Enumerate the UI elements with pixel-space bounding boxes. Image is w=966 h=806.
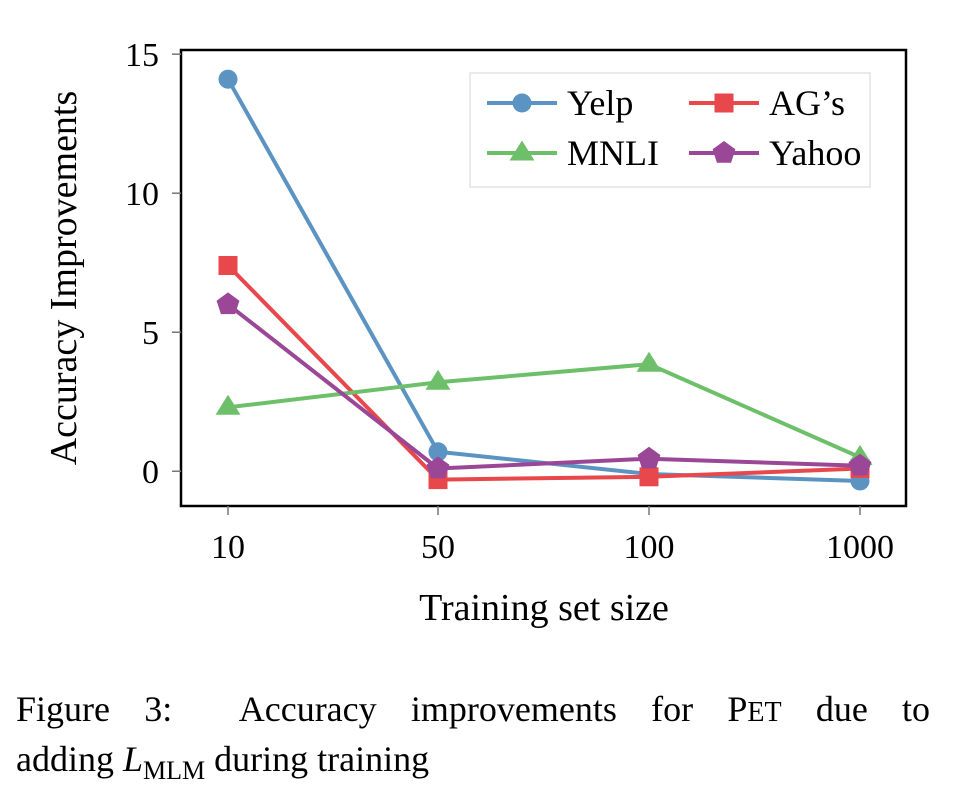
data-point-yelp xyxy=(428,442,448,462)
series-line-yahoo xyxy=(226,302,861,471)
data-point-ag-s xyxy=(639,467,659,487)
data-point-mnli xyxy=(215,394,241,415)
y-axis: 0 5 10 15 xyxy=(125,37,181,491)
legend-marker-square-icon xyxy=(714,93,734,113)
series-mnli xyxy=(215,351,873,465)
data-point-yahoo xyxy=(216,292,240,315)
legend-label: Yelp xyxy=(567,83,633,123)
x-axis: 10 50 100 1000 xyxy=(211,506,894,566)
data-point-yelp xyxy=(218,69,238,89)
data-point-yahoo xyxy=(848,453,872,476)
caption-pet: PET xyxy=(727,689,782,729)
legend-box xyxy=(469,72,871,188)
legend: Yelp AG’s MNLI Yahoo xyxy=(469,72,871,188)
series-line-ag-s xyxy=(226,264,861,482)
legend-item-yahoo: Yahoo xyxy=(689,133,861,173)
y-axis-label: Accuracy Improvements xyxy=(43,91,85,466)
legend-marker-circle-icon xyxy=(512,93,532,113)
caption-figure-label: Figure 3: xyxy=(16,689,173,729)
y-tick-label: 15 xyxy=(125,37,159,74)
caption-text-after: due to xyxy=(815,689,931,729)
caption-line-1: Figure 3: Accuracy improvements for PET … xyxy=(16,686,930,736)
figure-caption: Figure 3: Accuracy improvements for PET … xyxy=(16,686,930,786)
x-tick-label: 100 xyxy=(624,529,675,566)
legend-label: MNLI xyxy=(567,133,659,173)
loss-subscript: MLM xyxy=(143,756,206,785)
data-point-yahoo xyxy=(426,456,450,479)
data-point-yahoo xyxy=(637,446,661,469)
series-yahoo xyxy=(216,292,872,479)
plot-marks xyxy=(215,69,873,491)
legend-item-mnli: MNLI xyxy=(487,133,659,173)
legend-item-yelp: Yelp xyxy=(487,83,633,123)
x-tick-label: 50 xyxy=(421,529,455,566)
legend-marker-pentagon-icon xyxy=(712,141,736,163)
y-tick-label: 10 xyxy=(125,176,159,213)
series-line-mnli xyxy=(227,362,861,460)
data-point-mnli xyxy=(425,369,451,390)
data-point-mnli xyxy=(636,351,662,372)
legend-item-ag-s: AG’s xyxy=(689,83,845,123)
y-tick-label: 5 xyxy=(142,315,159,352)
caption-text: Accuracy improvements for xyxy=(238,689,694,729)
legend-label: Yahoo xyxy=(769,133,861,173)
legend-label: AG’s xyxy=(769,83,845,123)
caption-line-2: adding LMLM during training xyxy=(16,739,430,785)
data-point-ag-s xyxy=(218,255,238,275)
x-tick-label: 1000 xyxy=(826,529,894,566)
x-axis-label: Training set size xyxy=(419,587,669,629)
line-chart: 0 5 10 15 10 50 100 1000 Accuracy Improvements… xyxy=(43,37,908,629)
legend-marker-triangle-icon xyxy=(509,140,535,161)
x-tick-label: 10 xyxy=(211,529,245,566)
loss-symbol: L xyxy=(122,739,144,779)
y-tick-label: 0 xyxy=(142,454,159,491)
plot-frame xyxy=(179,48,908,508)
